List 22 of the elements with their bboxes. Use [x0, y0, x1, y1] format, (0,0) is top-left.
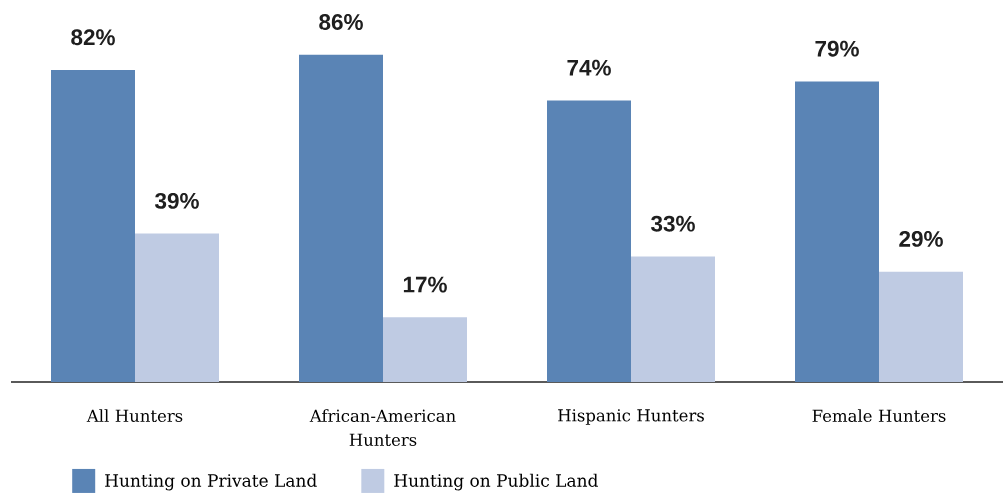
legend-label: Hunting on Public Land [394, 473, 598, 491]
x-tick-label: African-American Hunters [309, 409, 456, 446]
legend-label: Hunting on Private Land [105, 473, 317, 491]
data-label: 86% [319, 14, 363, 30]
bar [135, 233, 219, 382]
bar [631, 256, 715, 382]
x-tick-label: Hispanic Hunters [558, 409, 704, 425]
data-label: 17% [403, 276, 447, 293]
bar [383, 317, 467, 382]
bar [299, 54, 383, 382]
x-tick-label: All Hunters [86, 409, 183, 422]
x-tick-label: Female Hunters [812, 409, 946, 422]
data-label: 79% [815, 40, 859, 57]
bar [795, 81, 879, 382]
data-label: 74% [567, 59, 611, 76]
data-label: 82% [71, 29, 115, 46]
data-label: 29% [899, 230, 943, 247]
bar [51, 69, 135, 382]
bar [547, 100, 631, 382]
bar [879, 271, 963, 382]
data-label: 33% [651, 215, 695, 232]
data-label: 39% [155, 192, 199, 209]
